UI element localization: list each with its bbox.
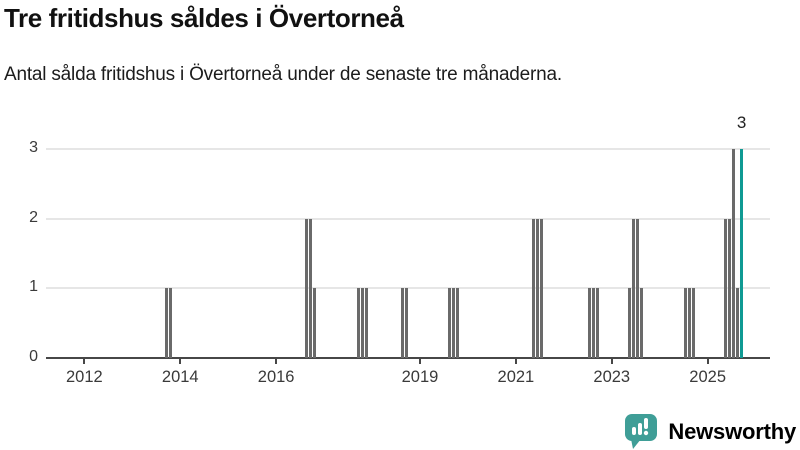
bar xyxy=(724,218,728,358)
x-axis-tick-label: 2025 xyxy=(689,368,727,386)
bar-highlighted xyxy=(740,149,744,358)
x-axis-tick xyxy=(706,358,709,364)
x-axis-tick-label: 2012 xyxy=(65,368,103,386)
y-axis-tick-label: 2 xyxy=(29,208,38,226)
bar xyxy=(308,218,312,358)
x-axis-tick xyxy=(514,358,517,364)
x-axis-tick xyxy=(179,358,182,364)
chart-subtitle: Antal sålda fritidshus i Övertorneå unde… xyxy=(4,64,562,85)
bar xyxy=(364,288,368,358)
y-axis-tick-label: 0 xyxy=(29,348,38,365)
value-annotation: 3 xyxy=(736,113,747,132)
bar xyxy=(360,288,364,358)
bar xyxy=(304,218,308,358)
newsworthy-wordmark: Newsworthy xyxy=(668,418,796,444)
x-axis-tick-label: 2019 xyxy=(401,368,439,386)
bar xyxy=(456,288,460,358)
bar xyxy=(536,218,540,358)
x-axis-tick xyxy=(275,358,278,364)
x-axis-tick xyxy=(610,358,613,364)
gridline xyxy=(46,287,770,290)
gridline xyxy=(46,217,770,220)
x-axis-tick-label: 2014 xyxy=(161,368,199,386)
bar xyxy=(640,288,644,358)
bar xyxy=(684,288,688,358)
x-axis-tick-label: 2021 xyxy=(497,368,535,386)
x-axis-tick-label: 2016 xyxy=(257,368,295,386)
x-axis-line xyxy=(46,356,770,359)
chart-title: Tre fritidshus såldes i Övertorneå xyxy=(4,3,404,33)
x-axis-tick xyxy=(418,358,421,364)
bar xyxy=(632,218,636,358)
bar xyxy=(448,288,452,358)
bar xyxy=(688,288,692,358)
gridline xyxy=(46,148,770,151)
bar xyxy=(400,288,404,358)
y-axis-tick-label: 1 xyxy=(29,278,38,296)
bar xyxy=(312,288,316,358)
bar xyxy=(596,288,600,358)
x-axis-tick-label: 2023 xyxy=(593,368,631,386)
bar xyxy=(636,218,640,358)
bar xyxy=(728,218,732,358)
newsworthy-bubble-chart-icon xyxy=(625,414,658,449)
bar xyxy=(732,149,736,358)
bar xyxy=(736,288,740,358)
bar xyxy=(452,288,456,358)
plot-area: 0 1 2 3 2012 2014 2016 2019 2021 2023 2025 3 xyxy=(29,113,770,386)
bar xyxy=(592,288,596,358)
y-axis-tick-label: 3 xyxy=(29,139,38,157)
bar xyxy=(356,288,360,358)
bar xyxy=(164,288,168,358)
bar xyxy=(532,218,536,358)
bar xyxy=(628,288,632,358)
bar xyxy=(540,218,544,358)
bar xyxy=(168,288,172,358)
bar xyxy=(692,288,696,358)
bar xyxy=(404,288,408,358)
x-axis-tick xyxy=(83,358,86,364)
bar xyxy=(588,288,592,358)
newsworthy-logo: Newsworthy xyxy=(624,413,796,450)
